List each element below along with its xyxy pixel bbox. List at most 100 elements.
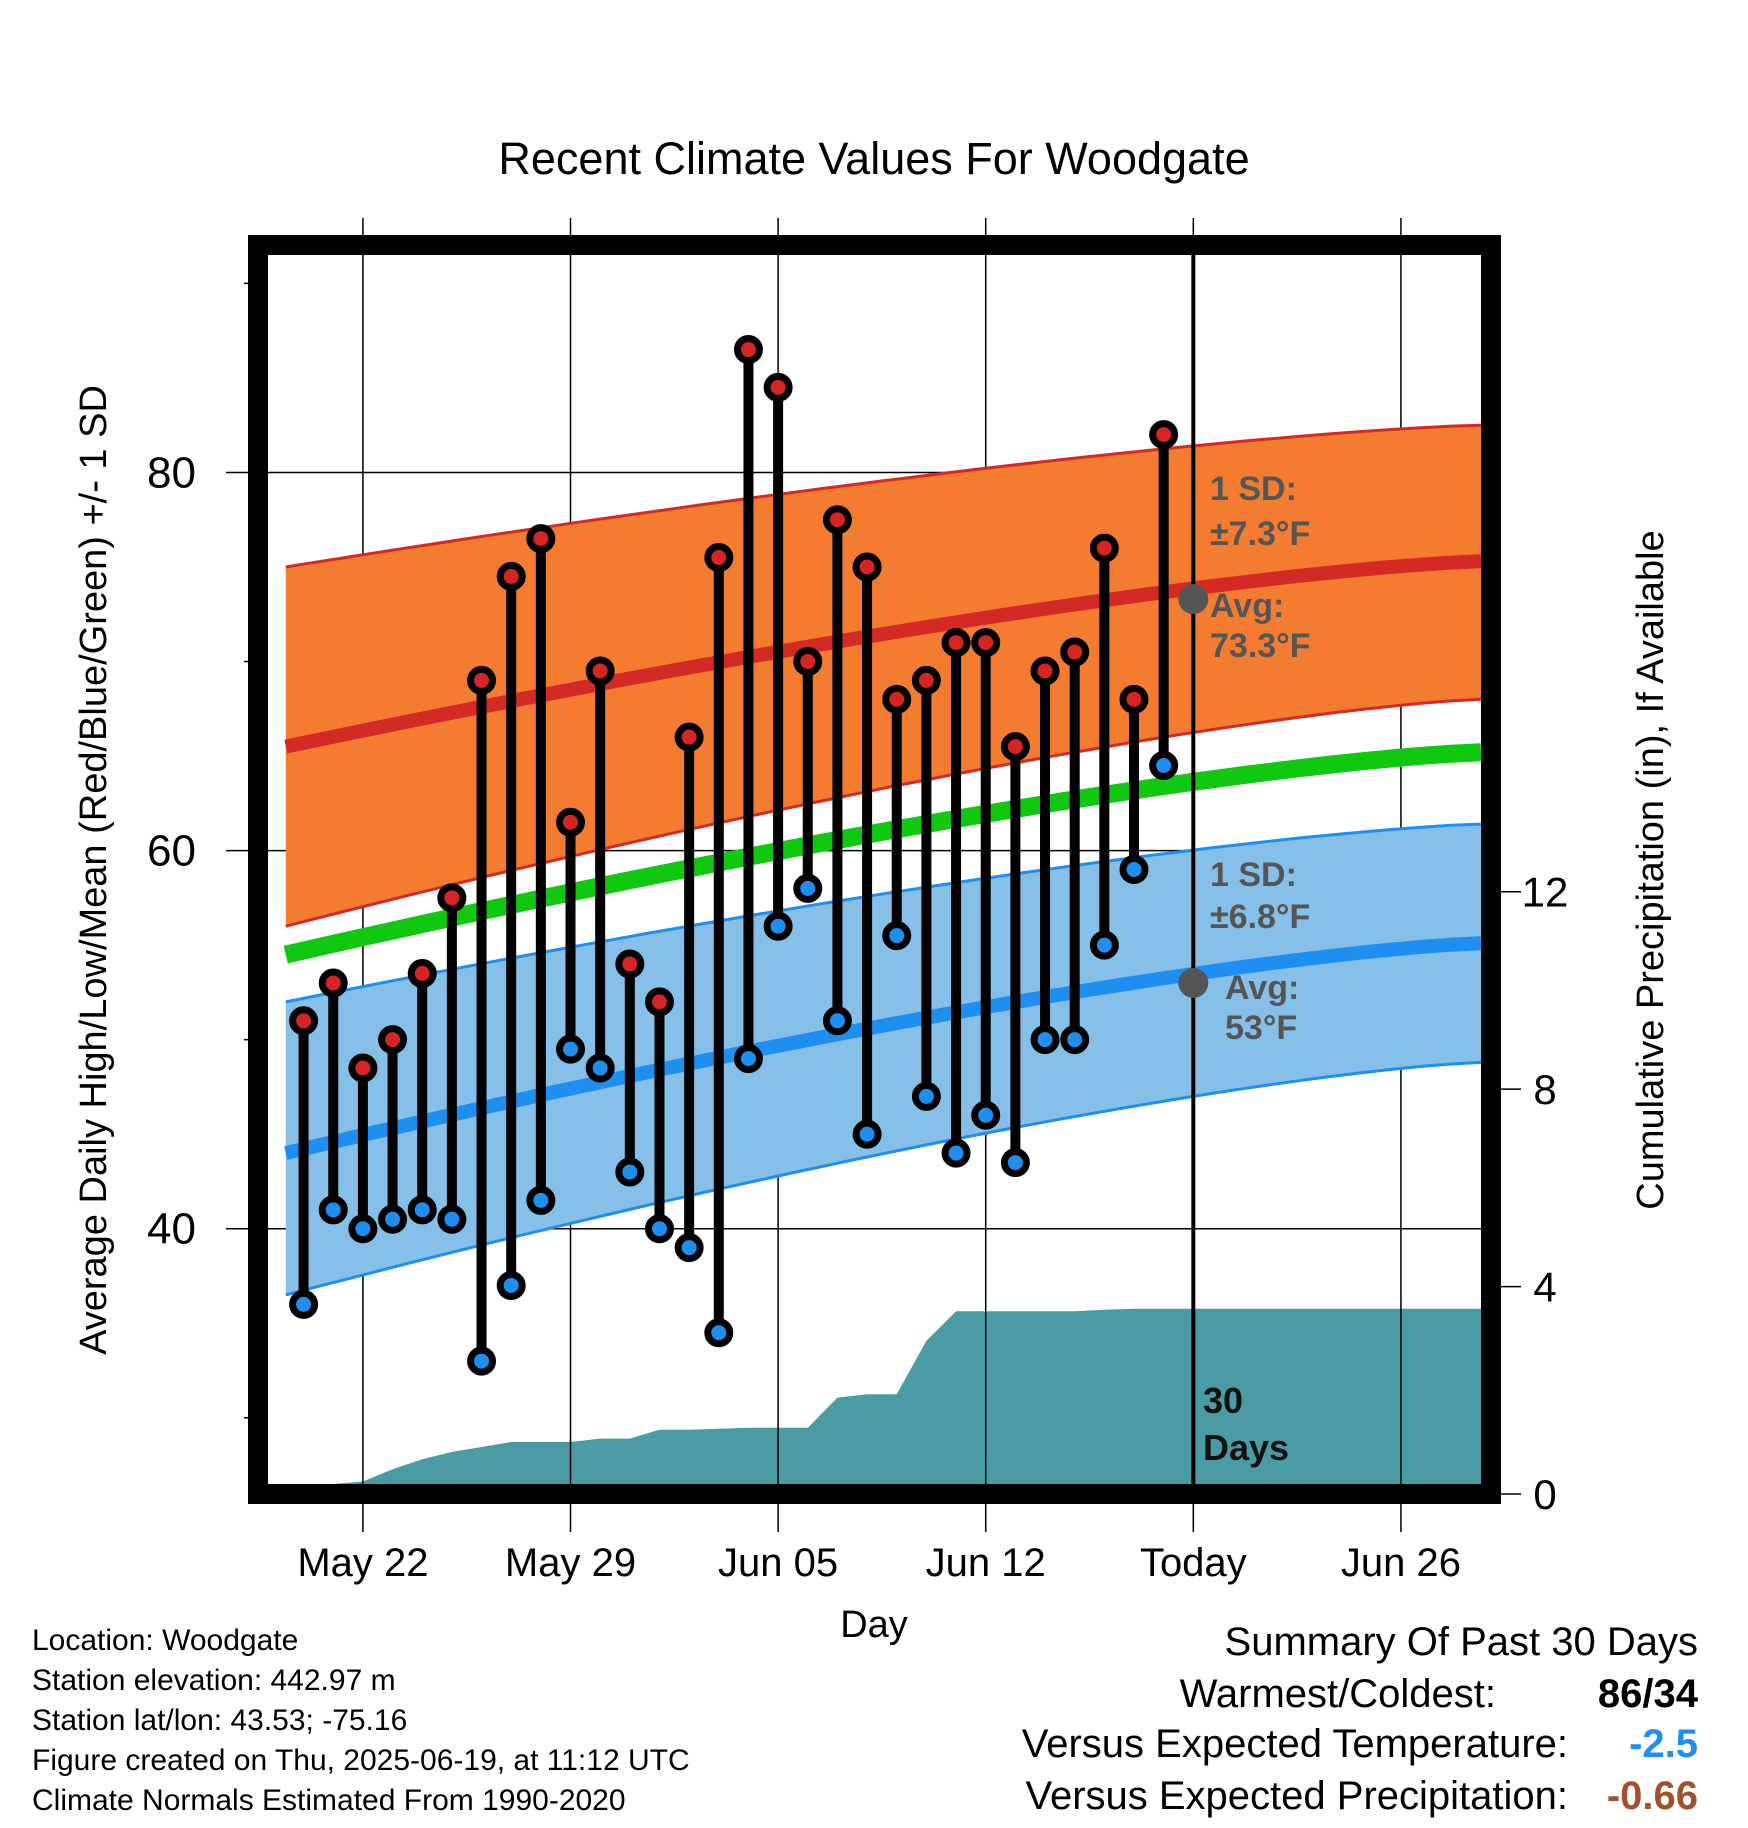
high-avg-label: Avg: (1210, 587, 1284, 625)
plot-frame (248, 235, 1501, 1504)
day-low-point-21 (882, 921, 912, 951)
x-tick-label-0: May 22 (297, 1541, 428, 1585)
plot-area (268, 255, 1481, 1484)
day-low-point-13 (644, 1214, 674, 1244)
day-high-point-22 (911, 665, 941, 695)
summary-warmest-coldest-label: Warmest/Coldest: (1179, 1672, 1496, 1716)
summary-heading: Summary Of Past 30 Days (1224, 1620, 1698, 1664)
day-high-point-7 (467, 665, 497, 695)
day-low-point-17 (763, 911, 793, 941)
day-high-point-29 (1119, 684, 1149, 714)
day-high-point-19 (822, 505, 852, 535)
summary-precip-value: -0.66 (1606, 1774, 1698, 1818)
day-high-point-26 (1030, 656, 1060, 686)
day-low-point-10 (556, 1034, 586, 1064)
high-sd-band-upper-edge (285, 423, 1481, 569)
avg-markers (1178, 584, 1209, 998)
day-high-point-5 (407, 958, 437, 988)
day-low-point-25 (1000, 1148, 1030, 1178)
left-axis-ticks: 40 60 80 (147, 282, 258, 1419)
day-low-point-6 (437, 1204, 467, 1234)
x-tick-label-5: Jun 26 (1341, 1541, 1461, 1585)
r-tick-label-0: 0 (1533, 1471, 1556, 1518)
day-low-point-18 (793, 873, 823, 903)
day-low-point-26 (1030, 1025, 1060, 1055)
day-low-point-27 (1060, 1025, 1090, 1055)
day-high-point-4 (378, 1025, 408, 1055)
daily-bars (289, 335, 1179, 1376)
day-high-point-6 (437, 883, 467, 913)
r-tick-label-3: 12 (1522, 869, 1569, 916)
high-sd-value: ±7.3°F (1210, 515, 1310, 553)
day-low-point-4 (378, 1204, 408, 1234)
footer-latlon: Station lat/lon: 43.53; -75.16 (32, 1704, 408, 1737)
day-low-point-19 (822, 1006, 852, 1036)
footer-location: Location: Woodgate (32, 1624, 299, 1657)
day-high-point-23 (941, 628, 971, 658)
low-avg-value: 53°F (1225, 1009, 1297, 1047)
x-axis-label: Day (840, 1604, 908, 1646)
day-high-point-18 (793, 647, 823, 677)
high-sd-label: 1 SD: (1210, 470, 1297, 508)
day-low-point-22 (911, 1081, 941, 1111)
day-high-point-3 (348, 1053, 378, 1083)
summary-temp-label: Versus Expected Temperature: (1021, 1722, 1568, 1766)
precip-area (303, 1308, 1481, 1484)
high-avg-marker (1178, 584, 1209, 615)
day-high-point-2 (318, 968, 348, 998)
low-avg-marker (1178, 967, 1209, 998)
day-low-point-14 (674, 1233, 704, 1263)
day-high-point-24 (971, 628, 1001, 658)
y-tick-label-0: 40 (147, 1205, 196, 1254)
x-tick-label-3: Jun 12 (926, 1541, 1046, 1585)
day-low-point-20 (852, 1119, 882, 1149)
right-axis-ticks: 0 4 8 12 (1491, 869, 1568, 1518)
footer-created: Figure created on Thu, 2025-06-19, at 11… (32, 1744, 690, 1777)
day-low-point-16 (733, 1044, 763, 1074)
day-high-point-9 (526, 524, 556, 554)
day-low-point-15 (704, 1318, 734, 1348)
day-high-point-12 (615, 949, 645, 979)
day-high-point-21 (882, 684, 912, 714)
day-high-point-25 (1000, 732, 1030, 762)
day-low-point-8 (496, 1270, 526, 1300)
day-high-point-1 (289, 1006, 319, 1036)
day-high-point-16 (733, 335, 763, 365)
day-low-point-29 (1119, 855, 1149, 884)
day-high-point-10 (556, 807, 586, 837)
day-low-point-24 (971, 1100, 1001, 1130)
summary-temp-value: -2.5 (1629, 1722, 1698, 1766)
r-tick-label-2: 8 (1533, 1066, 1556, 1113)
day-high-point-15 (704, 543, 734, 573)
low-avg-label: Avg: (1225, 969, 1299, 1007)
high-sd-band (285, 425, 1481, 927)
day-low-point-30 (1149, 751, 1179, 781)
day-low-point-28 (1089, 930, 1119, 960)
y-tick-label-1: 60 (147, 827, 196, 876)
today-days-label-2: Days (1203, 1427, 1289, 1468)
day-low-point-5 (407, 1195, 437, 1225)
day-high-point-11 (585, 656, 615, 686)
day-low-point-23 (941, 1138, 971, 1168)
footer-normals: Climate Normals Estimated From 1990-2020 (32, 1784, 626, 1817)
low-sd-label: 1 SD: (1210, 856, 1297, 894)
summary-warmest-coldest-value: 86/34 (1597, 1672, 1698, 1716)
day-high-point-27 (1060, 637, 1090, 667)
chart-title: Recent Climate Values For Woodgate (498, 133, 1249, 184)
day-high-point-28 (1089, 533, 1119, 563)
day-low-point-9 (526, 1185, 556, 1215)
y-axis-label: Average Daily High/Low/Mean (Red/Blue/Gr… (73, 385, 115, 1355)
x-tick-label-2: Jun 05 (718, 1541, 838, 1585)
day-low-point-2 (318, 1195, 348, 1225)
day-high-point-14 (674, 722, 704, 752)
day-high-point-20 (852, 552, 882, 582)
x-tick-label-1: May 29 (505, 1541, 636, 1585)
low-sd-value: ±6.8°F (1210, 898, 1310, 936)
low-sd-band (285, 824, 1481, 1295)
day-high-point-30 (1149, 420, 1179, 450)
day-low-point-12 (615, 1157, 645, 1187)
day-high-point-13 (644, 987, 674, 1017)
x-tick-label-4: Today (1140, 1541, 1247, 1585)
day-low-point-1 (289, 1289, 319, 1319)
